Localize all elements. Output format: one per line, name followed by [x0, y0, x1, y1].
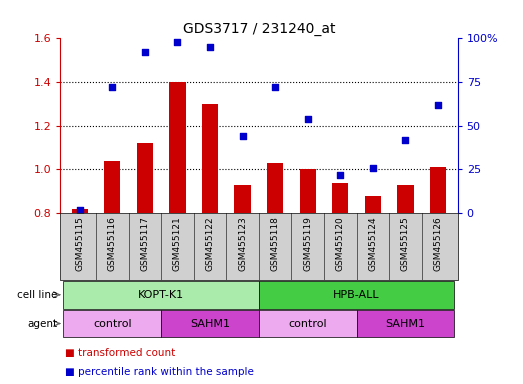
- Bar: [137, 143, 153, 213]
- Text: GSM455119: GSM455119: [303, 217, 312, 271]
- Bar: [104, 161, 120, 213]
- Point: [238, 133, 247, 139]
- Bar: [63, 281, 259, 309]
- Text: GSM455116: GSM455116: [108, 217, 117, 271]
- Text: GSM455120: GSM455120: [336, 217, 345, 271]
- Point: [141, 49, 149, 55]
- Point: [303, 116, 312, 122]
- Bar: [430, 167, 446, 213]
- Text: GSM455118: GSM455118: [271, 217, 280, 271]
- Text: KOPT-K1: KOPT-K1: [138, 290, 184, 300]
- Point: [173, 39, 181, 45]
- Text: GSM455122: GSM455122: [206, 217, 214, 271]
- Text: agent: agent: [27, 318, 58, 329]
- Point: [336, 172, 345, 178]
- Point: [369, 165, 377, 171]
- Point: [434, 102, 442, 108]
- Text: control: control: [289, 318, 327, 329]
- Text: GSM455126: GSM455126: [434, 217, 442, 271]
- Title: GDS3717 / 231240_at: GDS3717 / 231240_at: [183, 22, 335, 36]
- Point: [206, 44, 214, 50]
- Bar: [234, 185, 251, 213]
- Bar: [202, 104, 218, 213]
- Text: GSM455125: GSM455125: [401, 217, 410, 271]
- Point: [75, 207, 84, 213]
- Bar: [72, 209, 88, 213]
- Point: [271, 84, 279, 90]
- Bar: [397, 185, 414, 213]
- Text: GSM455121: GSM455121: [173, 217, 182, 271]
- Bar: [332, 182, 348, 213]
- Bar: [259, 281, 454, 309]
- Bar: [259, 310, 357, 338]
- Text: ■ transformed count: ■ transformed count: [65, 348, 176, 358]
- Text: SAHM1: SAHM1: [385, 318, 426, 329]
- Text: GSM455124: GSM455124: [368, 217, 378, 271]
- Text: cell line: cell line: [17, 290, 58, 300]
- Text: GSM455123: GSM455123: [238, 217, 247, 271]
- Bar: [300, 169, 316, 213]
- Text: GSM455117: GSM455117: [140, 217, 150, 271]
- Bar: [161, 310, 259, 338]
- Text: SAHM1: SAHM1: [190, 318, 230, 329]
- Point: [401, 137, 410, 143]
- Bar: [63, 310, 161, 338]
- Bar: [169, 82, 186, 213]
- Bar: [365, 196, 381, 213]
- Bar: [267, 163, 283, 213]
- Bar: [357, 310, 454, 338]
- Text: HPB-ALL: HPB-ALL: [333, 290, 380, 300]
- Point: [108, 84, 117, 90]
- Bar: [60, 213, 458, 280]
- Text: control: control: [93, 318, 132, 329]
- Text: ■ percentile rank within the sample: ■ percentile rank within the sample: [65, 367, 254, 377]
- Text: GSM455115: GSM455115: [75, 217, 84, 271]
